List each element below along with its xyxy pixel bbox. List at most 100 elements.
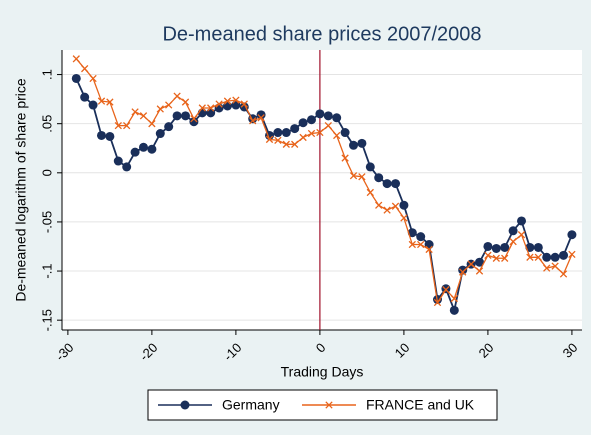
- marker: [138, 142, 148, 152]
- x-tick-label: -10: [221, 340, 245, 364]
- marker: [215, 100, 223, 108]
- marker: [501, 254, 509, 262]
- marker: [357, 138, 367, 148]
- marker: [207, 104, 215, 112]
- marker: [433, 298, 442, 307]
- marker: [273, 128, 283, 138]
- marker: [324, 121, 332, 130]
- marker: [223, 97, 232, 105]
- marker: [543, 264, 551, 272]
- marker: [391, 179, 401, 189]
- x-tick-label: -20: [137, 340, 161, 364]
- marker: [559, 250, 569, 260]
- marker: [265, 135, 274, 144]
- marker: [232, 96, 240, 104]
- marker: [559, 270, 568, 278]
- marker: [256, 110, 266, 120]
- marker: [147, 144, 157, 154]
- marker: [156, 105, 164, 113]
- marker: [80, 92, 90, 102]
- marker: [483, 241, 493, 251]
- marker: [274, 136, 282, 145]
- marker: [173, 92, 181, 100]
- marker: [526, 253, 534, 261]
- marker: [123, 121, 131, 130]
- marker: [165, 101, 173, 109]
- marker: [417, 240, 425, 249]
- marker: [131, 108, 139, 116]
- legend-marker: [180, 400, 190, 410]
- marker: [106, 98, 114, 106]
- marker: [89, 74, 97, 83]
- marker: [315, 109, 325, 119]
- legend-label: Germany: [222, 397, 280, 413]
- marker: [71, 73, 81, 83]
- marker: [534, 253, 542, 261]
- marker: [81, 65, 89, 73]
- y-tick-label: -.1: [39, 263, 54, 278]
- x-tick-label: 10: [392, 340, 413, 361]
- marker: [517, 231, 526, 239]
- marker: [358, 173, 366, 181]
- marker: [449, 305, 459, 315]
- marker: [492, 254, 500, 262]
- marker: [365, 162, 375, 172]
- legend-marker: [325, 401, 333, 409]
- marker: [113, 156, 123, 166]
- marker: [533, 242, 543, 252]
- marker: [316, 128, 324, 137]
- marker: [349, 140, 359, 150]
- marker: [240, 100, 248, 108]
- x-tick-label: 30: [560, 340, 581, 361]
- marker: [399, 200, 409, 210]
- marker: [88, 100, 98, 110]
- marker: [130, 147, 140, 157]
- marker: [290, 124, 300, 134]
- marker: [550, 252, 560, 262]
- marker: [97, 97, 106, 105]
- marker: [105, 131, 115, 141]
- marker: [155, 129, 165, 139]
- marker: [375, 201, 383, 209]
- marker: [458, 265, 468, 275]
- marker: [139, 112, 148, 120]
- marker: [190, 115, 198, 123]
- y-tick-label: .1: [39, 69, 54, 80]
- marker: [567, 230, 577, 240]
- marker: [416, 232, 426, 242]
- marker: [282, 140, 290, 148]
- marker: [323, 111, 333, 121]
- marker: [517, 216, 527, 226]
- marker: [72, 55, 80, 63]
- x-tick-label: 0: [313, 340, 329, 356]
- y-tick-label: -.05: [39, 211, 54, 233]
- marker: [181, 98, 190, 106]
- marker: [306, 115, 316, 125]
- marker: [509, 237, 517, 246]
- marker: [341, 154, 349, 162]
- marker: [374, 173, 384, 183]
- marker: [551, 262, 559, 270]
- y-tick-label: .05: [39, 115, 54, 133]
- legend-label: FRANCE and UK: [366, 397, 475, 413]
- marker: [291, 140, 299, 148]
- marker: [349, 172, 358, 180]
- y-axis-title: De-meaned logarithm of share price: [13, 78, 29, 302]
- marker: [475, 257, 485, 267]
- marker: [442, 286, 450, 294]
- marker: [189, 117, 199, 127]
- marker: [484, 251, 492, 259]
- marker: [206, 108, 216, 118]
- marker: [172, 111, 182, 121]
- marker: [491, 243, 501, 253]
- marker: [408, 240, 416, 249]
- marker: [500, 242, 510, 252]
- marker: [257, 114, 265, 122]
- marker: [307, 129, 316, 138]
- marker: [542, 252, 552, 262]
- marker: [459, 268, 467, 276]
- marker: [467, 260, 475, 268]
- marker: [391, 202, 400, 210]
- marker: [383, 206, 391, 214]
